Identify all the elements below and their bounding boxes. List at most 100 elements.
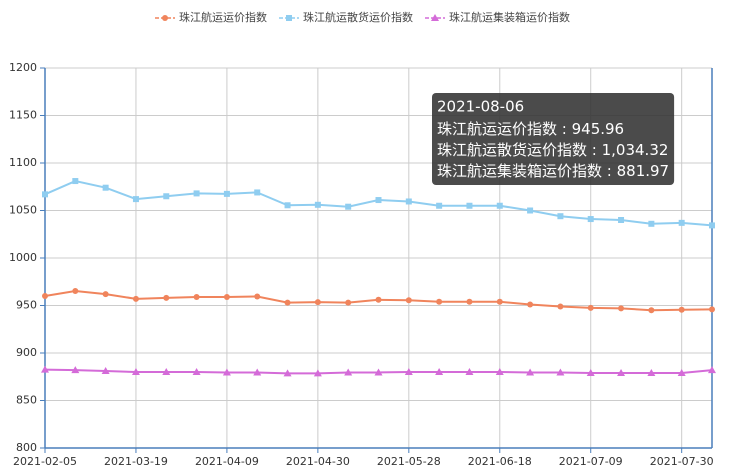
point bbox=[313, 369, 322, 377]
point bbox=[496, 298, 503, 305]
point bbox=[163, 193, 170, 200]
point bbox=[435, 368, 444, 375]
point bbox=[253, 368, 262, 376]
point bbox=[132, 196, 139, 203]
point bbox=[163, 294, 170, 301]
point bbox=[101, 367, 110, 375]
tooltip-title: 2021-08-06 bbox=[437, 98, 524, 116]
x-tick-label: 2021-06-18 bbox=[468, 455, 532, 468]
point bbox=[71, 366, 80, 374]
point bbox=[284, 202, 291, 209]
point bbox=[375, 197, 382, 204]
point bbox=[254, 189, 261, 196]
tooltip-box bbox=[432, 93, 675, 185]
point bbox=[709, 306, 715, 313]
y-tick-label: 900 bbox=[16, 346, 37, 359]
point bbox=[314, 299, 321, 306]
tooltip-row: 珠江航运集装箱运价指数 : 881.97 bbox=[437, 162, 669, 180]
point bbox=[648, 220, 655, 227]
point bbox=[375, 296, 382, 303]
point bbox=[42, 191, 48, 198]
x-tick-label: 2021-07-30 bbox=[650, 455, 714, 468]
point bbox=[162, 368, 171, 375]
point bbox=[678, 306, 685, 313]
tooltip-value: 945.96 bbox=[572, 120, 625, 138]
point bbox=[405, 198, 412, 205]
point bbox=[708, 366, 716, 374]
legend: 珠江航运运价指数 珠江航运散货运价指数 珠江航运集装箱运价指数 bbox=[155, 10, 570, 24]
point bbox=[72, 287, 79, 294]
tooltip-name: 珠江航运运价指数 bbox=[437, 120, 557, 138]
tooltip-name: 珠江航运集装箱运价指数 bbox=[437, 162, 602, 180]
x-tick-label: 2021-04-09 bbox=[195, 455, 259, 468]
point bbox=[72, 178, 79, 185]
point bbox=[193, 190, 200, 197]
point bbox=[466, 202, 473, 209]
point bbox=[496, 202, 503, 209]
point bbox=[466, 298, 473, 305]
legend-label: 珠江航运集装箱运价指数 bbox=[449, 10, 570, 24]
point bbox=[132, 295, 139, 302]
point bbox=[556, 368, 565, 376]
point bbox=[677, 368, 686, 376]
point bbox=[223, 190, 230, 197]
point bbox=[42, 293, 48, 299]
tooltip-row: 珠江航运运价指数 : 945.96 bbox=[437, 120, 624, 138]
legend-marker bbox=[162, 15, 168, 21]
point bbox=[223, 293, 230, 300]
point bbox=[405, 297, 412, 304]
point bbox=[617, 368, 626, 376]
point bbox=[283, 369, 292, 377]
x-tick-label: 2021-07-09 bbox=[559, 455, 623, 468]
x-tick-label: 2021-02-05 bbox=[13, 455, 77, 468]
point bbox=[345, 203, 352, 210]
legend-label: 珠江航运运价指数 bbox=[179, 10, 267, 24]
point bbox=[648, 307, 655, 314]
point bbox=[222, 368, 231, 376]
point bbox=[527, 207, 534, 214]
point bbox=[527, 301, 534, 308]
point bbox=[465, 368, 474, 375]
point bbox=[345, 299, 352, 306]
point bbox=[436, 298, 443, 305]
y-tick-label: 1100 bbox=[9, 156, 37, 169]
point bbox=[495, 368, 504, 375]
y-tick-label: 1200 bbox=[9, 61, 37, 74]
point bbox=[647, 368, 656, 376]
point bbox=[526, 368, 535, 376]
y-tick-label: 1000 bbox=[9, 251, 37, 264]
point bbox=[254, 293, 261, 300]
x-tick-label: 2021-03-19 bbox=[104, 455, 168, 468]
tooltip-value: 881.97 bbox=[617, 162, 670, 180]
point bbox=[41, 365, 49, 373]
point bbox=[709, 222, 715, 229]
tooltip-row: 珠江航运散货运价指数 : 1,034.32 bbox=[437, 141, 668, 159]
legend-marker bbox=[286, 15, 292, 21]
x-tick-label: 2021-05-28 bbox=[377, 455, 441, 468]
point bbox=[586, 368, 595, 376]
point bbox=[587, 216, 594, 223]
point bbox=[436, 202, 443, 209]
point bbox=[557, 213, 564, 220]
point bbox=[374, 368, 383, 376]
point bbox=[102, 184, 109, 191]
tooltip: 2021-08-06 珠江航运运价指数 : 945.96 珠江航运散货运价指数 : … bbox=[432, 93, 675, 185]
x-tick-label: 2021-04-30 bbox=[286, 455, 350, 468]
point bbox=[314, 201, 321, 208]
point bbox=[131, 368, 140, 375]
point bbox=[587, 304, 594, 311]
point bbox=[557, 303, 564, 310]
point bbox=[102, 291, 109, 298]
point bbox=[193, 293, 200, 300]
point bbox=[678, 219, 685, 226]
y-tick-label: 1050 bbox=[9, 204, 37, 217]
point bbox=[404, 368, 413, 375]
point bbox=[284, 299, 291, 306]
legend-marker bbox=[431, 14, 439, 21]
point bbox=[618, 217, 625, 223]
tooltip-value: 1,034.32 bbox=[602, 141, 669, 159]
tooltip-name: 珠江航运散货运价指数 bbox=[437, 141, 587, 159]
point bbox=[344, 368, 353, 376]
point bbox=[618, 305, 625, 312]
